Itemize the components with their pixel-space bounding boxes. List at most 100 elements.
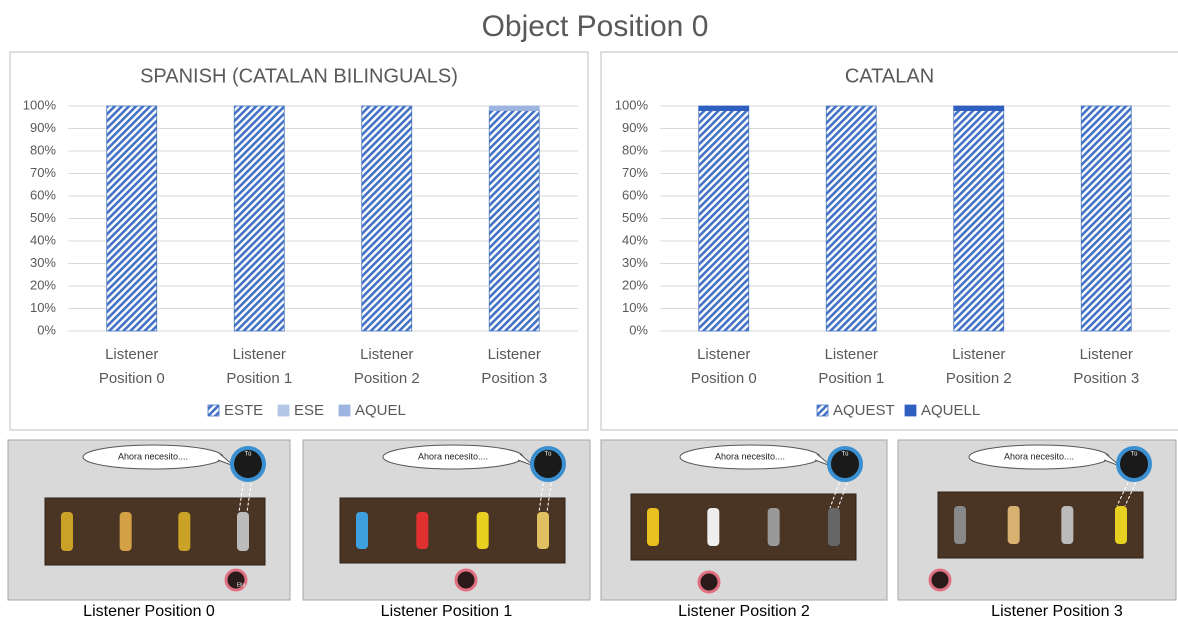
object-icon	[1115, 506, 1127, 544]
bar-segment	[698, 110, 750, 332]
legend-label: AQUEST	[833, 402, 895, 419]
y-tick-label: 30%	[622, 255, 648, 270]
x-tick-label: Listener Position 3	[1073, 346, 1140, 387]
bar-segment	[361, 105, 413, 332]
x-tick-label: Listener Position 1	[818, 346, 885, 387]
y-tick-label: 100%	[615, 97, 649, 112]
pointer	[546, 477, 553, 513]
speaker-avatar	[230, 446, 266, 482]
bar-segment	[106, 105, 158, 332]
object-icon	[1007, 506, 1020, 544]
bar-segment	[488, 105, 540, 111]
table	[339, 497, 566, 564]
chart-title: CATALAN	[845, 65, 934, 87]
speaker-label: Tú	[841, 452, 848, 458]
object-icon	[1061, 506, 1074, 544]
speech-text: Ahora necesito....	[715, 451, 785, 461]
y-tick-label: 60%	[622, 187, 648, 202]
y-tick-label: 10%	[622, 300, 648, 315]
object-icon	[416, 512, 429, 549]
pointer	[1116, 477, 1131, 507]
y-tick-label: 70%	[622, 165, 648, 180]
y-tick-label: 40%	[30, 232, 56, 247]
table	[630, 493, 857, 561]
object-icon	[828, 508, 840, 546]
x-tick-label: Listener Position 2	[353, 346, 420, 387]
pointer	[1124, 477, 1139, 507]
chart-title: SPANISH (CATALAN BILINGUALS)	[140, 65, 458, 87]
legend-swatch	[816, 404, 829, 417]
bar-segment	[825, 105, 877, 332]
object-icon	[476, 512, 489, 549]
listener-avatar	[697, 570, 721, 594]
object-icon	[954, 506, 966, 544]
legend-swatch	[338, 404, 351, 417]
y-tick-label: 100%	[23, 97, 57, 112]
listener-avatar	[224, 568, 248, 592]
x-tick-label: Listener Position 1	[226, 346, 293, 387]
y-tick-label: 20%	[30, 277, 56, 292]
pointer	[829, 477, 842, 509]
pointer	[246, 477, 253, 513]
object-icon	[537, 512, 549, 549]
object-icon	[237, 512, 249, 551]
pointer	[538, 477, 545, 513]
y-tick-label: 90%	[622, 120, 648, 135]
legend-swatch	[904, 404, 917, 417]
y-tick-label: 80%	[30, 142, 56, 157]
listener-avatar	[454, 568, 478, 592]
table	[937, 491, 1144, 559]
speech-text: Ahora necesito....	[418, 451, 488, 461]
bar-segment	[488, 110, 540, 332]
scene-caption: Listener Position 3	[991, 603, 1123, 620]
scene-caption: Listener Position 1	[381, 603, 513, 620]
speech-text: Ahora necesito....	[118, 451, 188, 461]
legend-label: ESE	[294, 402, 324, 419]
object-icon	[61, 512, 73, 551]
speech-text: Ahora necesito....	[1004, 451, 1074, 461]
y-tick-label: 80%	[622, 142, 648, 157]
bar-segment	[698, 105, 750, 111]
pointer	[238, 477, 245, 513]
y-tick-label: 90%	[30, 120, 56, 135]
x-tick-label: Listener Position 2	[945, 346, 1012, 387]
bar-segment	[953, 105, 1005, 111]
listener-label: Ella	[237, 582, 246, 588]
y-tick-label: 10%	[30, 300, 56, 315]
object-icon	[119, 512, 132, 551]
y-tick-label: 70%	[30, 165, 56, 180]
legend-label: AQUEL	[355, 402, 406, 419]
y-tick-label: 0%	[37, 322, 56, 337]
legend-swatch	[207, 404, 220, 417]
y-tick-label: 0%	[629, 322, 648, 337]
x-tick-label: Listener Position 0	[98, 346, 165, 387]
y-tick-label: 30%	[30, 255, 56, 270]
y-tick-label: 50%	[622, 210, 648, 225]
object-icon	[767, 508, 780, 546]
y-tick-label: 40%	[622, 232, 648, 247]
y-tick-label: 20%	[622, 277, 648, 292]
x-tick-label: Listener Position 0	[690, 346, 757, 387]
speaker-avatar	[530, 446, 566, 482]
bar-segment	[233, 105, 285, 332]
speaker-avatar	[827, 446, 863, 482]
object-icon	[178, 512, 191, 551]
object-icon	[707, 508, 720, 546]
pointer	[837, 477, 850, 509]
object-icon	[356, 512, 368, 549]
speaker-label: Tú	[1130, 452, 1137, 458]
bar-segment	[953, 110, 1005, 332]
object-icon	[647, 508, 659, 546]
y-tick-label: 60%	[30, 187, 56, 202]
bar-segment	[1080, 105, 1132, 332]
page-title: Object Position 0	[482, 10, 709, 43]
speaker-avatar	[1116, 446, 1152, 482]
speaker-label: Tú	[244, 452, 251, 458]
listener-avatar	[928, 568, 952, 592]
legend-swatch	[277, 404, 290, 417]
y-tick-label: 50%	[30, 210, 56, 225]
x-tick-label: Listener Position 3	[481, 346, 548, 387]
legend-label: AQUELL	[921, 402, 980, 419]
